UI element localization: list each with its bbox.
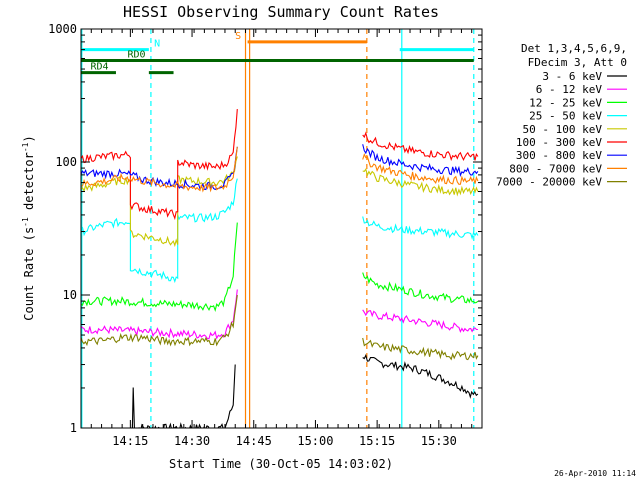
bar-labels: N S RD0 RD4 — [90, 31, 241, 73]
bar-label-rd0: RD0 — [127, 49, 145, 60]
legend-label-3: 25 - 50 keV — [529, 110, 602, 123]
vertical-markers — [81, 29, 475, 428]
series-line-2-seg-0 — [81, 222, 238, 313]
series-line-0-seg-1 — [362, 353, 479, 399]
legend-label-0: 3 - 6 keV — [542, 70, 602, 83]
bar-label-s: S — [235, 31, 241, 42]
y-label-part-1: Count Rate (s — [22, 227, 36, 321]
series-group — [81, 109, 479, 428]
series-line-1-seg-0 — [81, 289, 238, 340]
x-tick-label-3: 15:00 — [297, 434, 333, 448]
y-axis-label: Count Rate (s-1 detector-1) — [21, 135, 36, 320]
legend-label-2: 12 - 25 keV — [529, 96, 602, 109]
legend-label-5: 100 - 300 keV — [516, 136, 602, 149]
footer-date: 26-Apr-2010 11:14 — [554, 469, 636, 478]
x-tick-label-4: 15:15 — [359, 434, 395, 448]
chart-title: HESSI Observing Summary Count Rates — [123, 3, 439, 21]
series-line-3-seg-0 — [81, 178, 238, 284]
series-line-8-seg-0 — [81, 294, 238, 347]
y-label-part-3: ) — [22, 135, 36, 142]
x-tick-label-0: 14:15 — [112, 434, 148, 448]
bar-label-rd4: RD4 — [90, 62, 108, 73]
legend-label-1: 6 - 12 keV — [536, 83, 603, 96]
x-axis-label: Start Time (30-Oct-05 14:03:02) — [169, 457, 393, 471]
bar-label-n: N — [154, 39, 160, 50]
series-line-0-seg-0 — [131, 364, 236, 428]
series-line-5-seg-1 — [362, 131, 479, 162]
legend-label-4: 50 - 100 keV — [523, 123, 603, 136]
y-tick-label-1: 10 — [63, 288, 77, 302]
x-tick-label-1: 14:30 — [174, 434, 210, 448]
series-line-2-seg-1 — [362, 272, 479, 304]
series-line-4-seg-0 — [81, 156, 238, 248]
series-line-7-seg-0 — [81, 146, 238, 193]
y-label-sup-2: -1 — [21, 142, 30, 152]
series-line-8-seg-1 — [362, 337, 479, 361]
series-line-3-seg-1 — [362, 216, 479, 240]
series-line-5-seg-0 — [81, 109, 238, 221]
y-tick-label-3: 1000 — [48, 22, 77, 36]
series-line-6-seg-1 — [362, 144, 479, 177]
series-line-4-seg-1 — [362, 168, 479, 197]
y-label-sup-1: -1 — [21, 217, 30, 227]
x-tick-label-2: 14:45 — [236, 434, 272, 448]
legend-label-8: 7000 - 20000 keV — [496, 176, 602, 189]
y-axis-ticks: 1 10 100 1000 — [48, 22, 482, 435]
legend-label-6: 300 - 800 keV — [516, 149, 602, 162]
series-line-1-seg-1 — [362, 309, 478, 334]
plot-frame — [80, 28, 483, 429]
y-tick-label-0: 1 — [70, 421, 77, 435]
y-label-part-2: detector — [22, 152, 36, 217]
y-tick-label-2: 100 — [55, 155, 77, 169]
legend-header-line-1: Det 1,3,4,5,6,9, — [521, 42, 627, 55]
attenuator-bars — [81, 40, 474, 75]
legend-header-line-2: FDecim 3, Att 0 — [528, 56, 627, 69]
x-tick-label-5: 15:30 — [421, 434, 457, 448]
series-line-7-seg-1 — [362, 153, 479, 185]
x-axis-ticks: 14:15 14:30 14:45 15:00 15:15 15:30 — [80, 29, 483, 448]
legend: Det 1,3,4,5,6,9, FDecim 3, Att 0 3 - 6 k… — [496, 42, 627, 189]
legend-label-7: 800 - 7000 keV — [509, 162, 602, 175]
